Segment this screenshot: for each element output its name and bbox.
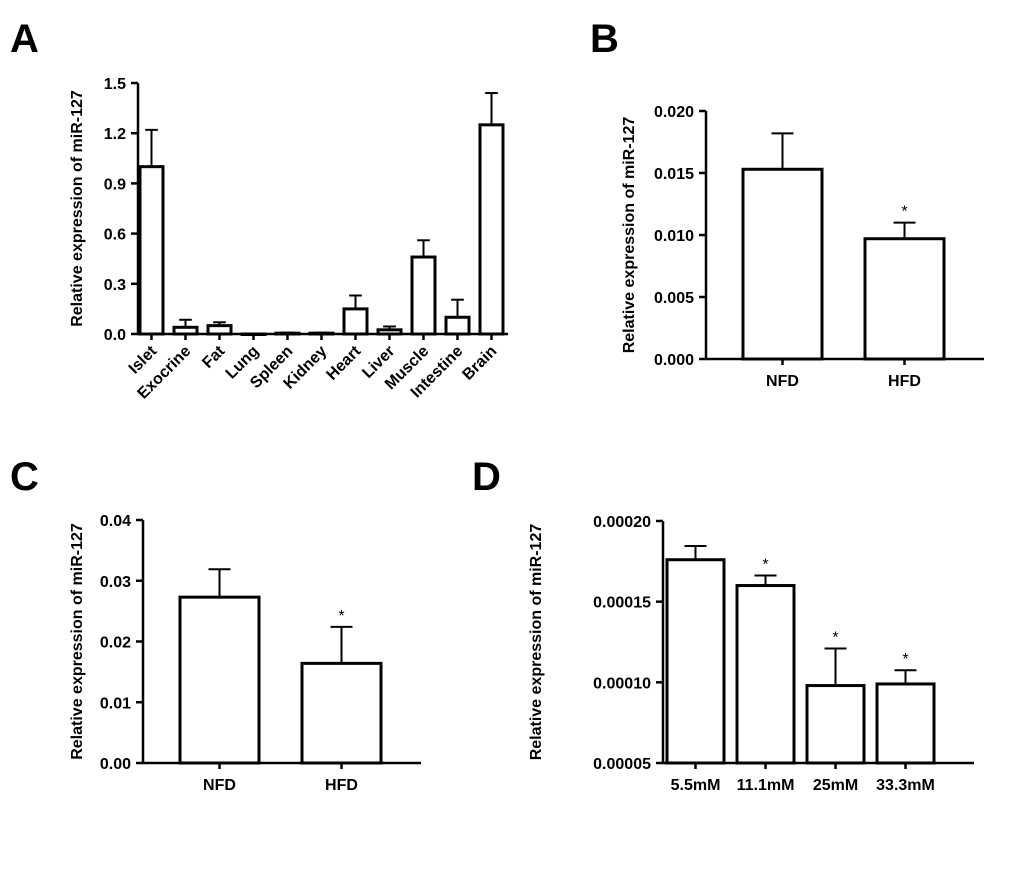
- y-tick-label: 1.2: [104, 126, 126, 143]
- x-tick-label: HFD: [325, 777, 358, 794]
- panel-b-chart: Relative expression of miR-127 0.000 0.005…: [621, 104, 984, 390]
- y-axis-label: Relative expression of miR-127: [69, 523, 86, 760]
- y-tick-label: 0.02: [100, 635, 131, 652]
- x-tick-label: 5.5mM: [671, 777, 721, 794]
- significance-marker: *: [902, 651, 908, 668]
- y-tick-label: 1.5: [104, 76, 126, 93]
- y-tick-label: 0.010: [654, 228, 694, 245]
- bar-nfd: [178, 595, 261, 765]
- x-tick-label: Brain: [459, 343, 500, 384]
- bar-hfd: [863, 237, 946, 361]
- y-axis-label: Relative expression of miR-127: [621, 117, 638, 354]
- bar-5-5mm: [665, 558, 726, 765]
- bar-nfd: [741, 167, 824, 361]
- y-tick-label: 0.020: [654, 104, 694, 121]
- bar-heart: [342, 307, 369, 336]
- bar-exocrine: [172, 325, 199, 336]
- panel-c-chart: Relative expression of miR-127 0.00 0.01 0.…: [69, 513, 421, 794]
- y-tick-label: 0.00015: [593, 595, 651, 612]
- bar-muscle: [410, 255, 437, 336]
- bar-islet: [138, 165, 165, 336]
- y-tick-label: 0.3: [104, 277, 126, 294]
- panel-d-chart: Relative expression of miR-127 0.00005 0.0…: [528, 514, 974, 794]
- panel-letter-a: A: [10, 17, 39, 61]
- y-tick-label: 0.6: [104, 227, 126, 244]
- y-tick-label: 0.015: [654, 166, 694, 183]
- panel-letter-d: D: [472, 455, 501, 499]
- panel-letter-c: C: [10, 455, 39, 499]
- bar-hfd: [300, 661, 383, 765]
- y-tick-label: 0.005: [654, 290, 694, 307]
- y-tick-label: 0.00020: [593, 514, 651, 531]
- panel-a-chart: Relative expression of miR-127 0.0 0.3 0.6 0…: [69, 76, 508, 403]
- bar-liver: [376, 328, 403, 336]
- y-tick-label: 0.00010: [593, 675, 651, 692]
- x-tick-label: Heart: [323, 342, 364, 383]
- bar-fat: [206, 324, 233, 336]
- x-tick-label: NFD: [766, 373, 799, 390]
- x-tick-label: HFD: [888, 373, 921, 390]
- significance-marker: *: [762, 557, 768, 574]
- significance-marker: *: [901, 204, 907, 221]
- x-tick-label: 25mM: [813, 777, 858, 794]
- y-tick-label: 0.9: [104, 176, 126, 193]
- bar-brain: [478, 123, 505, 336]
- bar-intestine: [444, 315, 471, 336]
- y-tick-label: 0.04: [100, 513, 131, 530]
- x-tick-label: NFD: [203, 777, 236, 794]
- significance-marker: *: [832, 629, 838, 646]
- x-tick-label: 33.3mM: [876, 777, 935, 794]
- y-axis-label: Relative expression of miR-127: [69, 90, 86, 327]
- y-tick-label: 0.01: [100, 695, 131, 712]
- bar-33-3mm: [875, 682, 936, 765]
- y-tick-label: 0.03: [100, 574, 131, 591]
- significance-marker: *: [338, 608, 344, 625]
- panel-letter-b: B: [590, 17, 619, 61]
- y-tick-label: 0.00: [100, 756, 131, 773]
- bar-11-1mm: [735, 584, 796, 765]
- bar-25mm: [805, 684, 866, 765]
- y-tick-label: 0.00005: [593, 756, 651, 773]
- y-axis-label: Relative expression of miR-127: [528, 524, 545, 761]
- x-tick-label: 11.1mM: [737, 777, 795, 794]
- y-tick-label: 0.0: [104, 327, 126, 344]
- y-tick-label: 0.000: [654, 352, 694, 369]
